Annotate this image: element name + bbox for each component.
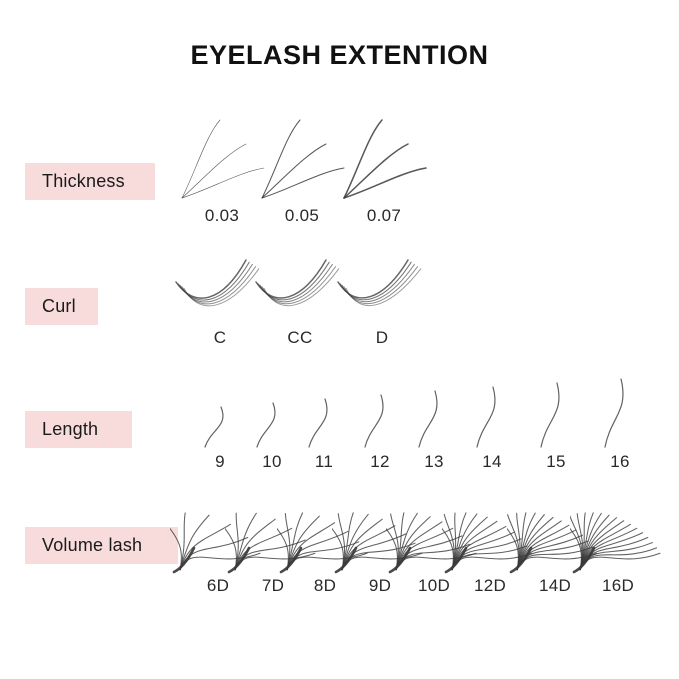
sample-thickness-0-05: 0.05 [254,116,350,226]
sample-label-volume-lash-6D: 6D [206,576,230,595]
lash-volume-fan-icon [332,500,428,574]
sample-volume-lash-9D: 9D [332,500,428,596]
sample-length-11: 11 [303,396,345,472]
sample-length-16: 16 [599,376,641,472]
sample-label-curl-C: C [213,328,227,347]
sample-volume-lash-10D: 10D [386,500,482,596]
row-label-thickness: Thickness [25,163,155,200]
lash-curl-icon [334,256,430,326]
sample-label-length-13: 13 [424,452,444,471]
sample-label-thickness-0-05: 0.05 [284,206,320,225]
sample-volume-lash-6D: 6D [170,500,266,596]
sample-volume-lash-16D: 16D [570,500,666,596]
lash-fan-icon [174,116,270,204]
lash-curl-icon [252,256,348,326]
sample-label-length-9: 9 [215,452,225,471]
sample-thickness-0-03: 0.03 [174,116,270,226]
lash-volume-fan-icon [570,500,666,574]
sample-length-15: 15 [535,380,577,472]
sample-label-length-10: 10 [262,452,282,471]
sample-label-volume-lash-9D: 9D [368,576,392,595]
row-label-length: Length [25,411,132,448]
sample-label-length-15: 15 [546,452,566,471]
lash-volume-fan-icon [277,500,373,574]
lash-volume-fan-icon [170,500,266,574]
sample-thickness-0-07: 0.07 [336,116,432,226]
sample-curl-D: D [334,256,430,348]
lash-single-icon [199,404,241,450]
sample-label-length-16: 16 [610,452,630,471]
lash-volume-fan-icon [386,500,482,574]
lash-single-icon [535,380,577,450]
sample-label-volume-lash-8D: 8D [313,576,337,595]
lash-single-icon [413,388,455,450]
lash-single-icon [303,396,345,450]
sample-label-curl-D: D [375,328,389,347]
lash-volume-fan-icon [507,500,603,574]
row-label-volume-lash: Volume lash [25,527,178,564]
lash-single-icon [251,400,293,450]
sample-label-thickness-0-03: 0.03 [204,206,240,225]
sample-label-thickness-0-07: 0.07 [366,206,402,225]
sample-volume-lash-14D: 14D [507,500,603,596]
lash-volume-fan-icon [442,500,538,574]
sample-label-volume-lash-14D: 14D [538,576,572,595]
sample-volume-lash-12D: 12D [442,500,538,596]
lash-single-icon [599,376,641,450]
sample-volume-lash-8D: 8D [277,500,373,596]
sample-length-9: 9 [199,404,241,472]
sample-label-volume-lash-12D: 12D [473,576,507,595]
sample-label-volume-lash-16D: 16D [601,576,635,595]
lash-curl-icon [172,256,268,326]
row-label-curl: Curl [25,288,98,325]
lash-fan-icon [254,116,350,204]
sample-label-length-12: 12 [370,452,390,471]
sample-label-length-11: 11 [314,452,334,471]
lash-single-icon [471,384,513,450]
sample-curl-C: C [172,256,268,348]
sample-curl-CC: CC [252,256,348,348]
sample-label-curl-CC: CC [287,328,313,347]
sample-label-volume-lash-7D: 7D [261,576,285,595]
lash-fan-icon [336,116,432,204]
sample-length-14: 14 [471,384,513,472]
sample-length-12: 12 [359,392,401,472]
page-title: EYELASH EXTENTION [190,40,489,70]
lash-single-icon [359,392,401,450]
sample-length-13: 13 [413,388,455,472]
sample-label-volume-lash-10D: 10D [417,576,451,595]
sample-label-length-14: 14 [482,452,502,471]
sample-length-10: 10 [251,400,293,472]
